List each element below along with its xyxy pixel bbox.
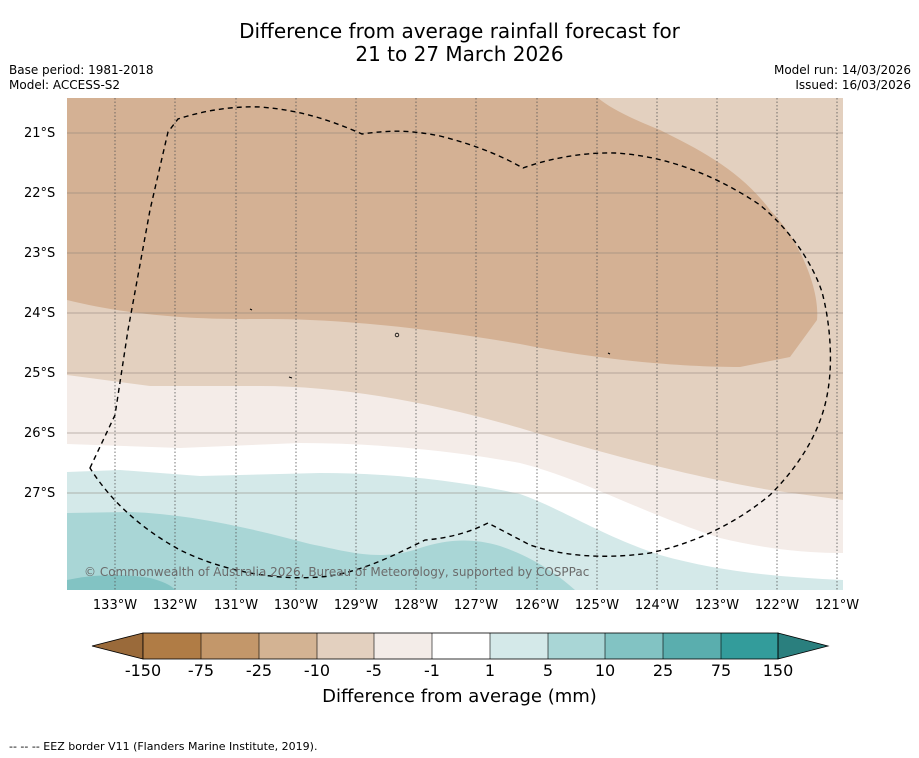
- colorbar-bin: [605, 633, 663, 659]
- colorbar-bin: [201, 633, 259, 659]
- colorbar-tick-plus10: 10: [594, 661, 616, 680]
- colorbar-outline: [142, 632, 779, 660]
- lon-label-122w: 122°W: [754, 598, 800, 613]
- lon-label-131w: 131°W: [213, 598, 259, 613]
- lon-label-126w: 126°W: [514, 598, 560, 613]
- colorbar-bin: [490, 633, 548, 659]
- map-title-line-2: 21 to 27 March 2026: [355, 42, 564, 66]
- colorbar-bin: [317, 633, 374, 659]
- lon-label-133w: 133°W: [92, 598, 138, 613]
- lon-label-129w: 129°W: [333, 598, 379, 613]
- model-run-label: Model run: 14/03/2026: [773, 63, 911, 77]
- lon-label-132w: 132°W: [152, 598, 198, 613]
- lon-label-121w: 121°W: [814, 598, 860, 613]
- island-marker: [288, 376, 293, 379]
- colorbar-bin: [663, 633, 721, 659]
- rainfall-difference-map: [67, 98, 843, 590]
- band-plus10-to-plus25: [67, 575, 175, 590]
- lon-label-130w: 130°W: [273, 598, 319, 613]
- colorbar-bin: [721, 633, 778, 659]
- island-marker: [394, 332, 400, 338]
- lat-label-25s: 25°S: [24, 366, 56, 381]
- lon-label-124w: 124°W: [634, 598, 680, 613]
- colorbar-tick-minus75: -75: [187, 661, 215, 680]
- colorbar: [91, 632, 830, 660]
- longitude-gridlines: [114, 98, 838, 590]
- island-marker: [249, 308, 253, 311]
- copyright-notice: © Commonwealth of Australia 2026, Bureau…: [84, 565, 590, 579]
- base-period-label: Base period: 1981-2018: [9, 63, 154, 77]
- lat-label-23s: 23°S: [24, 246, 56, 261]
- colorbar-tick-plus75: 75: [710, 661, 732, 680]
- colorbar-tick-minus5: -5: [366, 661, 382, 680]
- colorbar-extend-high: [777, 632, 830, 660]
- colorbar-tick-plus1: 1: [484, 661, 496, 680]
- island-marker: [607, 352, 611, 355]
- model-label: Model: ACCESS-S2: [9, 78, 121, 92]
- colorbar-bin: [548, 633, 605, 659]
- lon-label-125w: 125°W: [574, 598, 620, 613]
- eez-border-legend: -- -- -- EEZ border V11 (Flanders Marine…: [9, 740, 318, 753]
- colorbar-tick-minus1: -1: [424, 661, 440, 680]
- issued-label: Issued: 16/03/2026: [795, 78, 911, 92]
- colorbar-tick-plus5: 5: [542, 661, 554, 680]
- lat-label-22s: 22°S: [24, 186, 56, 201]
- band-plus5-to-plus10: [67, 512, 575, 590]
- colorbar-dividers: [200, 633, 722, 659]
- colorbar-extend-low: [91, 632, 144, 660]
- colorbar-title: Difference from average (mm): [322, 686, 597, 707]
- lon-label-123w: 123°W: [694, 598, 740, 613]
- lon-label-127w: 127°W: [453, 598, 499, 613]
- colorbar-bin: [374, 633, 432, 659]
- latitude-gridlines: [67, 132, 843, 494]
- lat-label-27s: 27°S: [24, 486, 56, 501]
- lat-label-21s: 21°S: [24, 126, 56, 141]
- colorbar-bin: [143, 633, 201, 659]
- lat-label-24s: 24°S: [24, 306, 56, 321]
- colorbar-bin: [259, 633, 317, 659]
- colorbar-tick-minus150: -150: [124, 661, 162, 680]
- colorbar-tick-plus150: 150: [762, 661, 794, 680]
- colorbar-tick-minus10: -10: [303, 661, 331, 680]
- lat-label-26s: 26°S: [24, 426, 56, 441]
- map-title-line-1: Difference from average rainfall forecas…: [239, 19, 680, 43]
- colorbar-tick-plus25: 25: [652, 661, 674, 680]
- lon-label-128w: 128°W: [393, 598, 439, 613]
- colorbar-tick-minus25: -25: [245, 661, 273, 680]
- colorbar-bin: [432, 633, 490, 659]
